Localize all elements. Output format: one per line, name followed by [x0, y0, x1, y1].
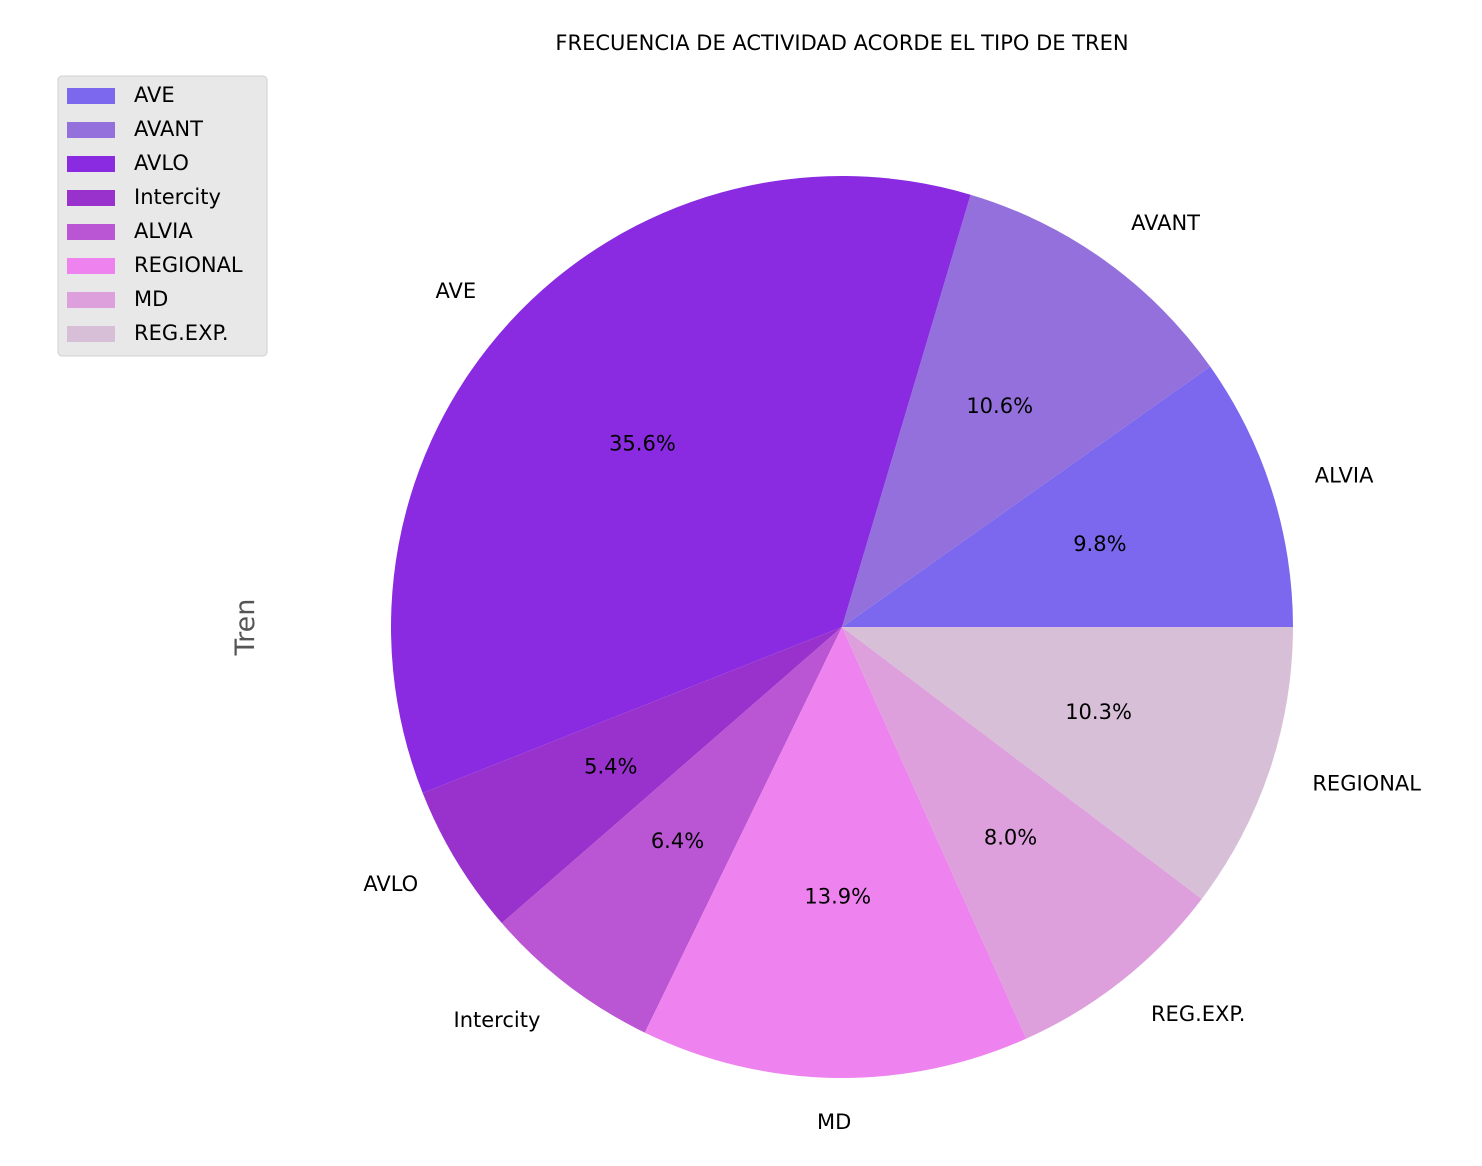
- pie-slice-avant: [842, 194, 1211, 628]
- pie-slice-avlo: [422, 627, 842, 924]
- slice-percent-md: 13.9%: [804, 885, 871, 909]
- pie-percent-labels: 9.8% 10.6% 35.6% 5.4% 6.4% 13.9% 8.0% 10.3%: [584, 394, 1132, 908]
- slice-percent-avlo: 5.4%: [584, 755, 637, 779]
- slice-label-regional: REGIONAL: [1312, 772, 1421, 796]
- pie-slice-md: [644, 627, 1027, 1078]
- legend-swatch-intercity: [67, 190, 115, 206]
- slice-percent-alvia: 9.8%: [1073, 532, 1126, 556]
- slice-label-reg-exp: REG.EXP.: [1151, 1002, 1246, 1026]
- pie-slice-alvia: [842, 366, 1293, 627]
- pie-slice-labels: ALVIA AVANT AVE AVLO Intercity MD REG.EXP. REGI…: [363, 211, 1421, 1134]
- pie-slice-ave: [391, 176, 971, 794]
- slice-percent-intercity: 6.4%: [651, 829, 704, 853]
- legend-swatch-ave: [67, 88, 115, 104]
- slice-label-alvia: ALVIA: [1315, 464, 1374, 488]
- legend-swatch-alvia: [67, 224, 115, 240]
- slice-percent-ave: 35.6%: [609, 431, 676, 455]
- pie-slice-reg-exp: [842, 627, 1202, 1039]
- legend-swatch-regional: [67, 258, 115, 274]
- legend-label-md: MD: [134, 287, 168, 311]
- pie-slice-regional: [842, 627, 1293, 899]
- legend-label-avant: AVANT: [134, 117, 203, 141]
- pie-slices: [391, 176, 1293, 1078]
- slice-label-intercity: Intercity: [454, 1008, 541, 1032]
- slice-label-ave: AVE: [435, 279, 476, 303]
- legend-swatch-reg-exp: [67, 326, 115, 342]
- legend-swatch-md: [67, 292, 115, 308]
- legend-label-avlo: AVLO: [134, 151, 189, 175]
- chart-title: FRECUENCIA DE ACTIVIDAD ACORDE EL TIPO D…: [555, 31, 1128, 55]
- slice-label-avlo: AVLO: [363, 872, 418, 896]
- slice-percent-reg-exp: 8.0%: [984, 826, 1037, 850]
- legend-label-reg-exp: REG.EXP.: [134, 321, 229, 345]
- legend-label-regional: REGIONAL: [134, 253, 243, 277]
- y-axis-label: Tren: [230, 599, 261, 657]
- pie-slice-intercity: [501, 627, 842, 1033]
- legend-label-alvia: ALVIA: [134, 219, 193, 243]
- slice-percent-regional: 10.3%: [1065, 700, 1132, 724]
- slice-percent-avant: 10.6%: [966, 394, 1033, 418]
- legend-label-intercity: Intercity: [134, 185, 221, 209]
- legend-label-ave: AVE: [134, 83, 175, 107]
- slice-label-avant: AVANT: [1131, 211, 1200, 235]
- legend-swatch-avant: [67, 122, 115, 138]
- legend: AVE AVANT AVLO Intercity ALVIA REGIONAL MD REG.…: [57, 75, 268, 357]
- slice-label-md: MD: [817, 1110, 851, 1134]
- legend-swatch-avlo: [67, 156, 115, 172]
- legend-box: [57, 75, 268, 357]
